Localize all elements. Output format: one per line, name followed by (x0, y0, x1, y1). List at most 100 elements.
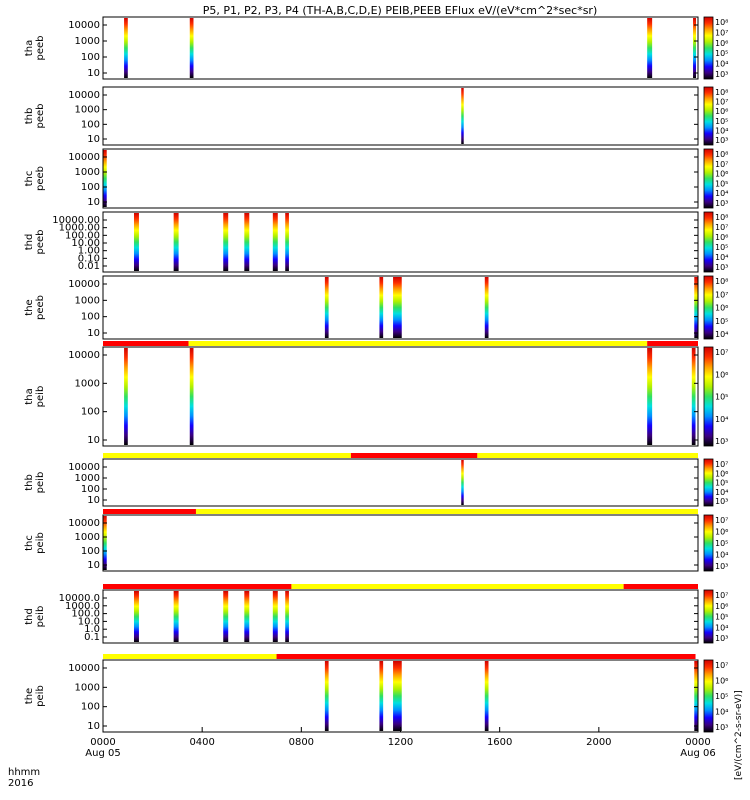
spectrogram-band (484, 277, 489, 338)
colorbar-thd-peeb (703, 211, 714, 273)
colorbar-tick-label: 10⁴ (715, 708, 728, 717)
colorbar-tick-label: 10⁶ (715, 107, 728, 116)
spectrogram-band (223, 213, 229, 271)
panel-frame (102, 589, 699, 644)
spectrogram-band (223, 591, 229, 642)
colorbar-tick-label: 10⁶ (715, 677, 728, 686)
ytick-label: 10000 (68, 279, 100, 290)
ytick-label: 1000 (75, 167, 100, 178)
ytick-label: 10 (87, 197, 100, 208)
panel-the-peib: 10000 1000 100 10 thepeib 10⁷ 10⁶ 10⁵ 10⁴ 10³ (24, 654, 728, 733)
colorbar-tick-label: 10⁵ (715, 117, 728, 126)
ytick-label: 10 (87, 328, 100, 339)
ytick-label: 10.00 (71, 238, 100, 249)
mode-bar-segment (276, 654, 696, 659)
panel-frame (102, 211, 699, 273)
spectrogram-band (133, 591, 139, 642)
colorbar-tha-peeb (703, 16, 714, 80)
ytick-label: 100 (81, 407, 100, 418)
colorbar-tick-label: 10⁵ (715, 393, 728, 402)
colorbar-tick-label: 10⁷ (715, 160, 728, 169)
colorbar-tick-label: 10⁶ (715, 233, 728, 242)
colorbar-tick-label: 10³ (715, 723, 728, 732)
colorbar-tick-label: 10⁴ (715, 60, 728, 69)
colorbar-tick-label: 10⁶ (715, 469, 728, 478)
spectrogram-band (244, 591, 250, 642)
ytick-label: 0.1 (84, 632, 100, 643)
spectrogram-band (189, 18, 194, 78)
ytick-label: 100 (81, 546, 100, 557)
xtick-label: 2000 (586, 737, 611, 748)
ytick-label: 100 (81, 182, 100, 193)
colorbar-tick-label: 10⁴ (715, 488, 728, 497)
spectrogram-band (133, 213, 139, 271)
ylabel-the-peib: thepeib (24, 685, 46, 707)
spectrogram-band (324, 277, 329, 338)
xtick-date-label: Aug 05 (85, 748, 120, 759)
spectrogram-band (124, 348, 128, 445)
mode-bar-segment (623, 584, 698, 589)
colorbar-tick-label: 10⁸ (715, 277, 728, 286)
mode-bar-segment (477, 453, 698, 458)
colorbar-tick-label: 10⁷ (715, 98, 728, 107)
xtick-date-label: Aug 06 (680, 748, 715, 759)
colorbar-tick-label: 10³ (715, 634, 728, 643)
spectrogram-band (285, 591, 289, 642)
colorbar-tick-label: 10⁵ (715, 243, 728, 252)
mode-bar-segment (103, 584, 292, 589)
figure-title: P5, P1, P2, P3, P4 (TH-A,B,C,D,E) PEIB,P… (203, 4, 598, 17)
colorbar-tick-label: 10⁴ (715, 253, 728, 262)
colorbar-tick-label: 10⁴ (715, 623, 728, 632)
mode-bar-segment (103, 509, 196, 514)
mode-bar-segment (195, 509, 698, 514)
ytick-label: 1000.00 (59, 223, 100, 234)
colorbar-tick-label: 10⁵ (715, 692, 728, 701)
colorbar-tha-peib (703, 346, 714, 447)
ytick-label: 10 (87, 560, 100, 571)
mode-bar-segment (291, 584, 624, 589)
ylabel-thc-peib: thcpeib (24, 532, 46, 554)
ytick-label: 1000.0 (65, 601, 100, 612)
colorbar-tick-label: 10⁵ (715, 179, 728, 188)
xaxis-label-bottom: 2016 (8, 778, 33, 789)
colorbar-tick-label: 10⁵ (715, 613, 728, 622)
colorbar-tick-label: 10⁷ (715, 460, 728, 469)
colorbar-thb-peeb (703, 86, 714, 146)
mode-bar-the (103, 654, 696, 659)
ylabel-tha-peeb: thapeeb (24, 36, 46, 61)
spectrogram-band (379, 661, 384, 731)
panel-frame (102, 16, 699, 80)
mode-bar-thb (103, 453, 698, 458)
colorbar-tick-label: 10⁷ (715, 223, 728, 232)
mode-bar-segment (188, 341, 648, 346)
colorbar-tick-label: 10⁶ (715, 528, 728, 537)
ylabel-thb-peeb: thbpeeb (24, 104, 46, 129)
ytick-label: 10 (87, 721, 100, 732)
colorbar-tick-label: 10³ (715, 136, 728, 145)
ylabel-thd-peib: thdpeib (24, 606, 46, 628)
spectrogram-band (691, 348, 696, 445)
ylabel-the-peeb: thepeeb (24, 295, 46, 320)
spectrogram-band (484, 661, 489, 731)
ytick-label: 1.00 (78, 246, 100, 257)
panel-the-peeb: 10000 1000 100 10 thepeeb 10⁸ 10⁷ 10⁶ 10⁵ 10⁴ (24, 275, 728, 340)
spectrogram-band (272, 591, 278, 642)
ytick-label: 10000 (68, 663, 100, 674)
colorbar-thd-peib (703, 589, 714, 644)
colorbar-tick-label: 10⁸ (715, 213, 728, 222)
mode-bar-segment (103, 453, 351, 458)
spectrogram-band (379, 277, 384, 338)
ytick-label: 1000 (75, 532, 100, 543)
panel-frame (102, 458, 699, 507)
colorbar-tick-label: 10³ (715, 263, 728, 272)
xtick-label: 0000 (90, 737, 115, 748)
colorbar-tick-label: 10⁴ (715, 189, 728, 198)
ytick-label: 10 (87, 435, 100, 446)
mode-bar-tha (103, 341, 698, 346)
panel-frame (102, 86, 699, 146)
ytick-label: 10000.00 (52, 215, 100, 226)
ylabel-thd-peeb: thdpeeb (24, 230, 46, 255)
